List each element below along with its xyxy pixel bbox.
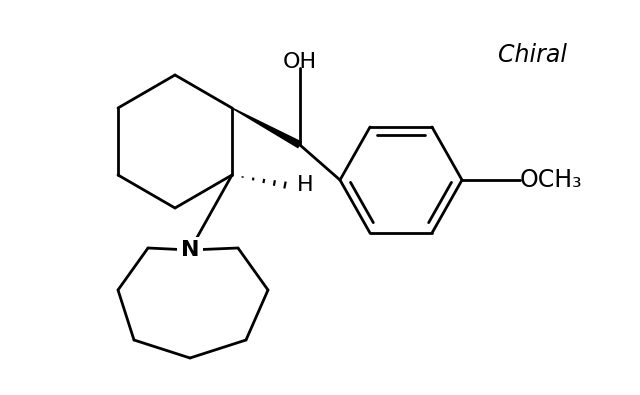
- Text: N: N: [180, 240, 199, 260]
- Text: OCH₃: OCH₃: [520, 168, 582, 192]
- Text: H: H: [297, 175, 314, 195]
- Text: OH: OH: [283, 52, 317, 72]
- Text: Chiral: Chiral: [498, 43, 567, 67]
- Polygon shape: [232, 107, 302, 149]
